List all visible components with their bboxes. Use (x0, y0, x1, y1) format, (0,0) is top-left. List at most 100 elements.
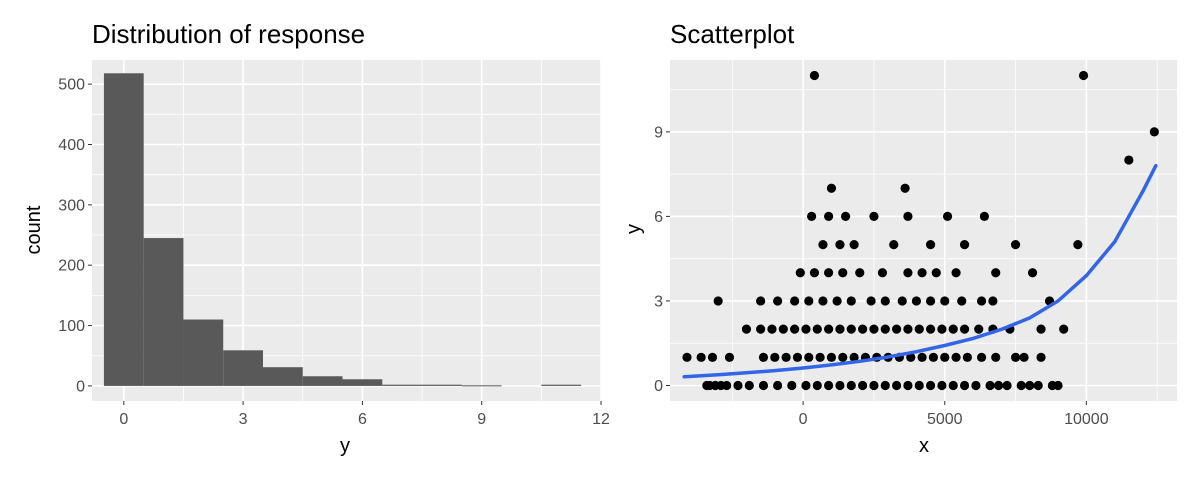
histogram-bar (461, 385, 502, 387)
scatter-point (702, 380, 712, 391)
scatter-point (849, 239, 859, 250)
scatter-point (826, 183, 837, 193)
y-tick-label: 500 (58, 77, 85, 94)
scatter-point (818, 239, 828, 250)
scatter-point (914, 380, 924, 391)
scatter-point (1010, 352, 1021, 362)
scatter-point (835, 324, 845, 334)
scatterplot-gridlines (670, 60, 1177, 401)
histogram-bar (183, 319, 224, 386)
scatter-point (993, 380, 1004, 391)
x-tick-label: 3 (239, 411, 248, 428)
scatter-point (770, 352, 780, 362)
histogram-bar (422, 384, 462, 386)
scatter-point (940, 296, 950, 306)
scatter-point (979, 211, 989, 222)
scatter-point (928, 352, 939, 362)
scatter-point (826, 352, 837, 362)
histogram-title: Distribution of response (92, 19, 365, 49)
scatter-point (914, 324, 924, 334)
scatter-point (807, 211, 817, 222)
x-tick-label: 0 (799, 411, 808, 428)
scatter-point (832, 296, 842, 306)
scatter-point (1059, 324, 1069, 334)
scatter-point (889, 239, 899, 250)
y-tick-label: 100 (58, 318, 85, 335)
scatter-point (824, 268, 834, 278)
y-tick-label: 9 (654, 124, 663, 141)
scatter-point (948, 324, 958, 334)
scatter-point (866, 296, 876, 306)
scatter-point (1073, 239, 1083, 250)
scatter-point (925, 239, 936, 250)
scatter-point (991, 268, 1001, 278)
scatter-point (959, 324, 970, 334)
scatter-point (804, 352, 814, 362)
histogram-bar (302, 376, 343, 386)
scatter-point (971, 380, 981, 391)
scatter-point (1025, 380, 1035, 391)
scatterplot-axes: 0 3 6 9 0 5000 10000 (654, 124, 1109, 428)
scatter-point (824, 211, 834, 222)
scatter-point (787, 380, 797, 391)
scatter-point (925, 324, 936, 334)
x-tick-label: 5000 (927, 411, 963, 428)
y-tick-label: 0 (654, 378, 663, 395)
scatter-point (849, 352, 859, 362)
y-tick-label: 0 (76, 378, 85, 395)
scatter-point (824, 324, 834, 334)
scatter-point (722, 380, 732, 391)
y-tick-label: 400 (58, 137, 85, 154)
scatterplot-x-axis-title: x (919, 435, 929, 457)
scatter-point (948, 380, 958, 391)
scatter-point (682, 352, 692, 362)
histogram-bars (103, 73, 582, 387)
histogram-bar (143, 238, 184, 386)
scatter-point (801, 324, 811, 334)
scatter-point (795, 268, 805, 278)
scatter-point (911, 296, 922, 306)
scatter-point (758, 380, 769, 391)
scatter-point (917, 268, 927, 278)
x-tick-label: 9 (477, 411, 486, 428)
scatter-point (959, 239, 970, 250)
scatter-point (925, 296, 936, 306)
scatter-point (869, 324, 879, 334)
y-tick-label: 300 (58, 197, 85, 214)
scatter-point (809, 70, 820, 81)
scatter-point (835, 380, 845, 391)
scatter-point (1019, 352, 1029, 362)
scatter-point (790, 296, 800, 306)
histogram-bar (541, 384, 582, 386)
scatterplot-panel: Scatterplot 0 3 6 9 0 5000 10000 x y (623, 19, 1177, 457)
scatter-point (880, 380, 890, 391)
scatter-point (959, 380, 970, 391)
scatter-point (1036, 324, 1046, 334)
scatter-point (773, 296, 783, 306)
scatter-point (991, 352, 1001, 362)
histogram-bar (223, 350, 263, 386)
scatter-point (809, 268, 820, 278)
scatter-point (906, 352, 916, 362)
scatter-point (951, 352, 961, 362)
scatter-point (903, 268, 913, 278)
y-tick-label: 3 (654, 293, 663, 310)
scatter-point (1124, 155, 1134, 165)
scatter-point (962, 352, 973, 362)
y-tick-label: 6 (654, 209, 663, 226)
scatter-point (696, 352, 706, 362)
scatter-point (891, 380, 902, 391)
x-tick-label: 12 (592, 411, 610, 428)
scatter-point (940, 352, 950, 362)
scatter-point (976, 296, 987, 306)
scatter-point (891, 324, 902, 334)
scatter-point (1002, 380, 1012, 391)
scatter-point (804, 296, 814, 306)
scatter-point (900, 183, 910, 193)
histogram-panel: Distribution of response 0 100 200 300 400 50… (23, 19, 610, 457)
scatter-point (733, 380, 743, 391)
scatter-point (801, 380, 811, 391)
histogram-y-axis-title: count (23, 205, 45, 254)
scatter-point (812, 380, 822, 391)
